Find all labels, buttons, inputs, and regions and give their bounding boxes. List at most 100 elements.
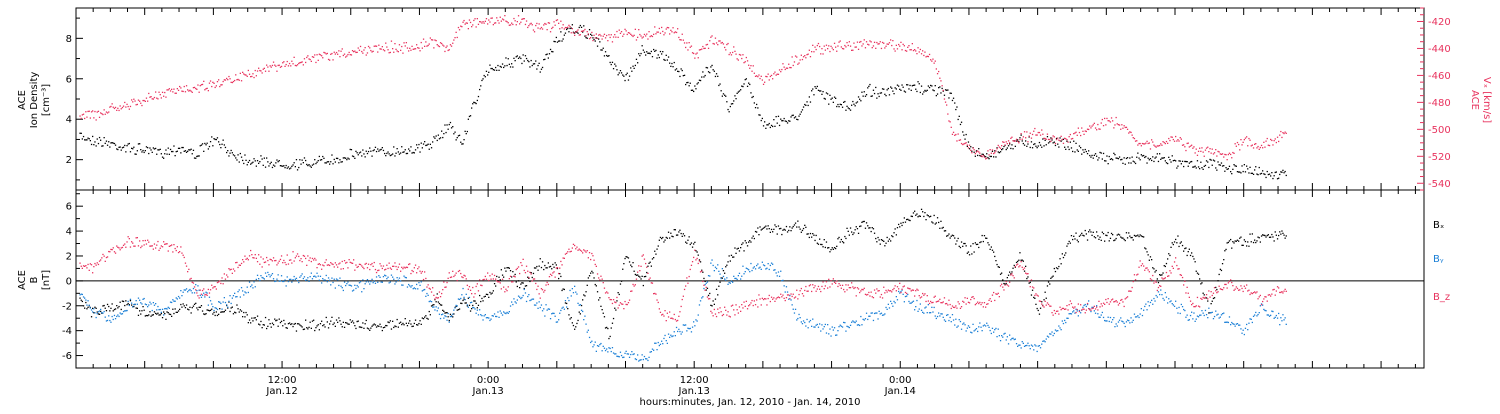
data-point: [961, 143, 962, 144]
data-point: [485, 314, 486, 315]
data-point: [1041, 147, 1042, 148]
data-point: [984, 235, 985, 236]
data-point: [289, 322, 290, 323]
data-point: [340, 324, 341, 325]
data-point: [1256, 240, 1257, 241]
data-point: [1096, 305, 1097, 306]
data-point: [495, 285, 496, 286]
data-point: [547, 29, 548, 30]
data-point: [415, 149, 416, 150]
data-point: [84, 298, 85, 299]
data-point: [674, 62, 675, 63]
data-point: [541, 27, 542, 28]
data-point: [1112, 159, 1113, 160]
data-point: [434, 309, 435, 310]
data-point: [1286, 235, 1287, 236]
data-point: [771, 297, 772, 298]
data-point: [1080, 135, 1081, 136]
data-point: [357, 285, 358, 286]
data-point: [187, 271, 188, 272]
data-point: [756, 104, 757, 105]
data-point: [817, 45, 818, 46]
data-point: [1079, 145, 1080, 146]
data-point: [138, 298, 139, 299]
data-point: [315, 327, 316, 328]
data-point: [1207, 317, 1208, 318]
data-point: [812, 233, 813, 234]
data-point: [640, 359, 641, 360]
data-point: [461, 294, 462, 295]
data-point: [581, 27, 582, 28]
data-point: [217, 81, 218, 82]
data-point: [180, 87, 181, 88]
data-point: [490, 68, 491, 69]
data-point: [811, 237, 812, 238]
data-point: [864, 319, 865, 320]
data-point: [180, 152, 181, 153]
data-point: [616, 31, 617, 32]
data-point: [853, 104, 854, 105]
data-point: [603, 282, 604, 283]
data-point: [893, 301, 894, 302]
data-point: [187, 89, 188, 90]
data-point: [470, 290, 471, 291]
data-point: [162, 92, 163, 93]
data-point: [444, 51, 445, 52]
data-point: [919, 83, 920, 84]
data-point: [527, 271, 528, 272]
data-point: [840, 285, 841, 286]
data-point: [722, 268, 723, 269]
data-point: [229, 311, 230, 312]
data-point: [423, 39, 424, 40]
data-point: [893, 93, 894, 94]
data-point: [1136, 157, 1137, 158]
data-point: [331, 278, 332, 279]
data-point: [131, 304, 132, 305]
data-point: [765, 298, 766, 299]
data-point: [895, 302, 896, 303]
data-point: [424, 289, 425, 290]
data-point: [515, 276, 516, 277]
data-point: [699, 304, 700, 305]
data-point: [945, 230, 946, 231]
data-point: [408, 148, 409, 149]
data-point: [1265, 141, 1266, 142]
data-point: [671, 31, 672, 32]
data-point: [487, 294, 488, 295]
data-point: [445, 132, 446, 133]
data-point: [399, 323, 400, 324]
data-point: [454, 275, 455, 276]
data-point: [1219, 164, 1220, 165]
data-point: [1133, 137, 1134, 138]
data-point: [1057, 268, 1058, 269]
data-point: [1219, 274, 1220, 275]
data-point: [1061, 329, 1062, 330]
data-point: [446, 320, 447, 321]
data-point: [908, 88, 909, 89]
data-point: [365, 323, 366, 324]
data-point: [265, 167, 266, 168]
data-point: [307, 165, 308, 166]
data-point: [719, 282, 720, 283]
data-point: [850, 287, 851, 288]
data-point: [692, 90, 693, 91]
data-point: [1047, 134, 1048, 135]
data-point: [740, 247, 741, 248]
data-point: [653, 257, 654, 258]
data-point: [327, 161, 328, 162]
data-point: [233, 268, 234, 269]
data-point: [489, 292, 490, 293]
data-point: [1002, 148, 1003, 149]
data-point: [564, 258, 565, 259]
data-point: [953, 98, 954, 99]
data-point: [150, 96, 151, 97]
data-point: [837, 104, 838, 105]
data-point: [1146, 141, 1147, 142]
data-point: [252, 320, 253, 321]
data-point: [240, 73, 241, 74]
data-point: [991, 333, 992, 334]
data-point: [1130, 132, 1131, 133]
data-point: [816, 235, 817, 236]
data-point: [340, 268, 341, 269]
data-point: [343, 268, 344, 269]
